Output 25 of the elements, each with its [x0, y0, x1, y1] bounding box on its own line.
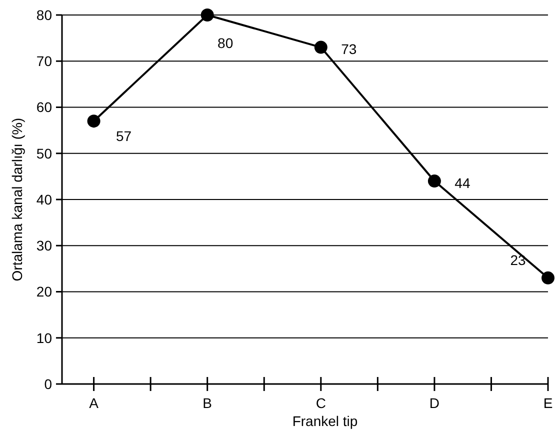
- y-tick-label: 80: [36, 6, 52, 23]
- y-tick-label: 30: [36, 238, 52, 254]
- data-label: 44: [454, 174, 470, 191]
- x-axis-title: Frankel tip: [292, 413, 358, 429]
- x-tick-label: E: [543, 395, 553, 411]
- y-tick-label: 60: [36, 99, 52, 116]
- y-tick-label: 40: [36, 191, 52, 208]
- y-tick-label: 70: [36, 53, 52, 70]
- point: [542, 271, 554, 284]
- data-label: 57: [116, 128, 132, 144]
- y-tick-label: 10: [36, 330, 52, 346]
- y-tick-label: 20: [36, 284, 52, 300]
- data-label: 80: [218, 34, 234, 51]
- x-tick-label: B: [202, 395, 212, 411]
- data-label: 73: [341, 41, 357, 58]
- y-tick-label: 0: [44, 376, 52, 392]
- y-tick-label: 50: [36, 145, 52, 162]
- x-tick-label: D: [429, 395, 440, 411]
- point: [200, 8, 214, 22]
- x-tick-label: C: [316, 395, 326, 411]
- point: [314, 40, 328, 54]
- x-tick-label: A: [89, 395, 100, 411]
- point: [87, 114, 100, 128]
- y-axis-title: Ortalama kanal darlığı (%): [9, 118, 25, 282]
- point: [428, 174, 441, 188]
